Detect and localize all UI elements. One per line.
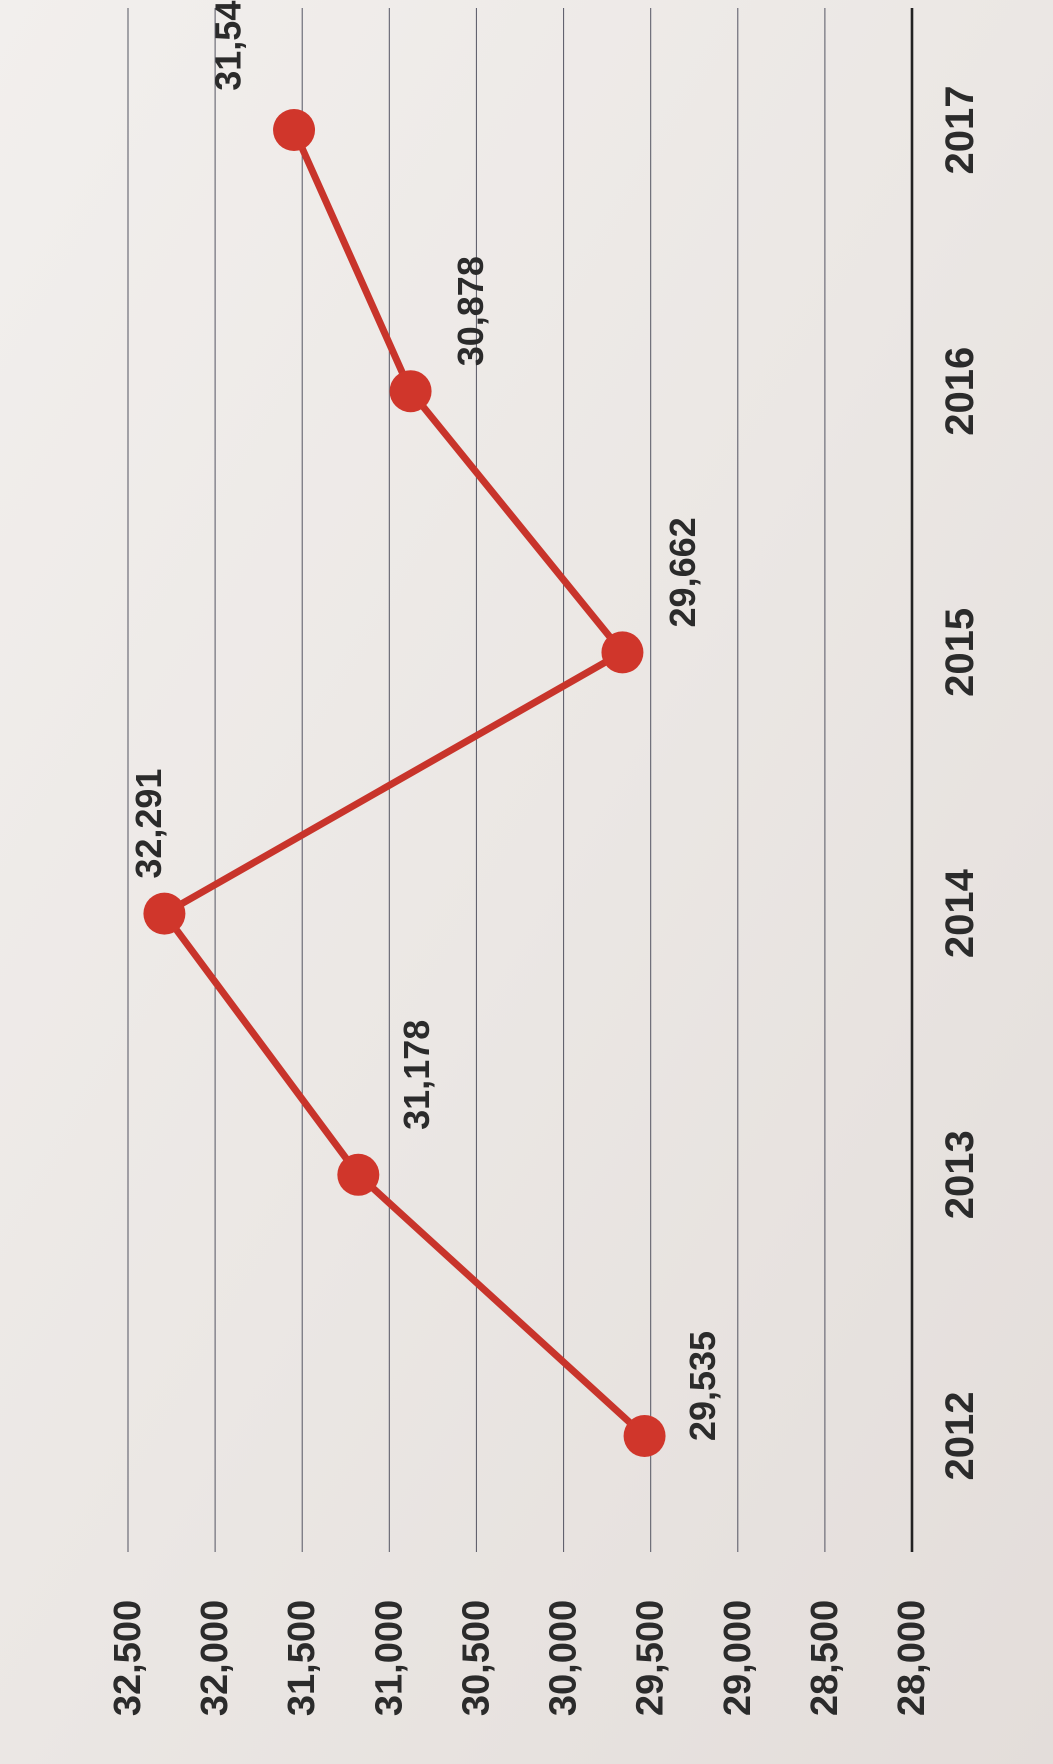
data-point [389,370,432,413]
data-label: 31,178 [396,1020,437,1130]
y-tick-label: 29,500 [630,1600,672,1716]
x-tick-label: 2017 [938,86,982,175]
data-label: 29,535 [682,1331,723,1441]
data-label: 30,878 [450,256,491,366]
x-tick-label: 2014 [938,868,982,958]
data-point [337,1153,380,1196]
data-point [273,109,316,151]
data-point [623,1415,666,1457]
data-point [601,631,644,674]
grid-lines [127,8,826,1552]
x-tick-label: 2016 [938,347,982,436]
x-tick-label: 2013 [938,1130,982,1219]
y-tick-label: 28,500 [804,1600,846,1716]
y-tick-label: 30,000 [543,1600,585,1716]
series-line [160,126,649,1440]
y-tick-label: 31,500 [281,1600,323,1716]
y-tick-label: 32,500 [107,1600,149,1716]
x-tick-label: 2015 [938,608,982,697]
data-label: 31,547 YTD [208,0,249,91]
y-tick-label: 30,500 [455,1600,497,1716]
y-tick-label: 28,000 [891,1600,933,1716]
data-label: 32,291 [128,769,169,879]
x-tick-label: 2012 [938,1392,982,1481]
y-tick-label: 29,000 [717,1600,759,1716]
series-polyline [160,126,649,1440]
data-label: 29,662 [662,517,703,627]
y-tick-label: 32,000 [194,1600,236,1716]
y-tick-label: 31,000 [368,1600,410,1716]
labels: 32,500 32,000 31,500 31,000 30,500 30,000 29,5… [107,0,982,1716]
series-markers [143,109,666,1457]
data-point [143,892,186,935]
